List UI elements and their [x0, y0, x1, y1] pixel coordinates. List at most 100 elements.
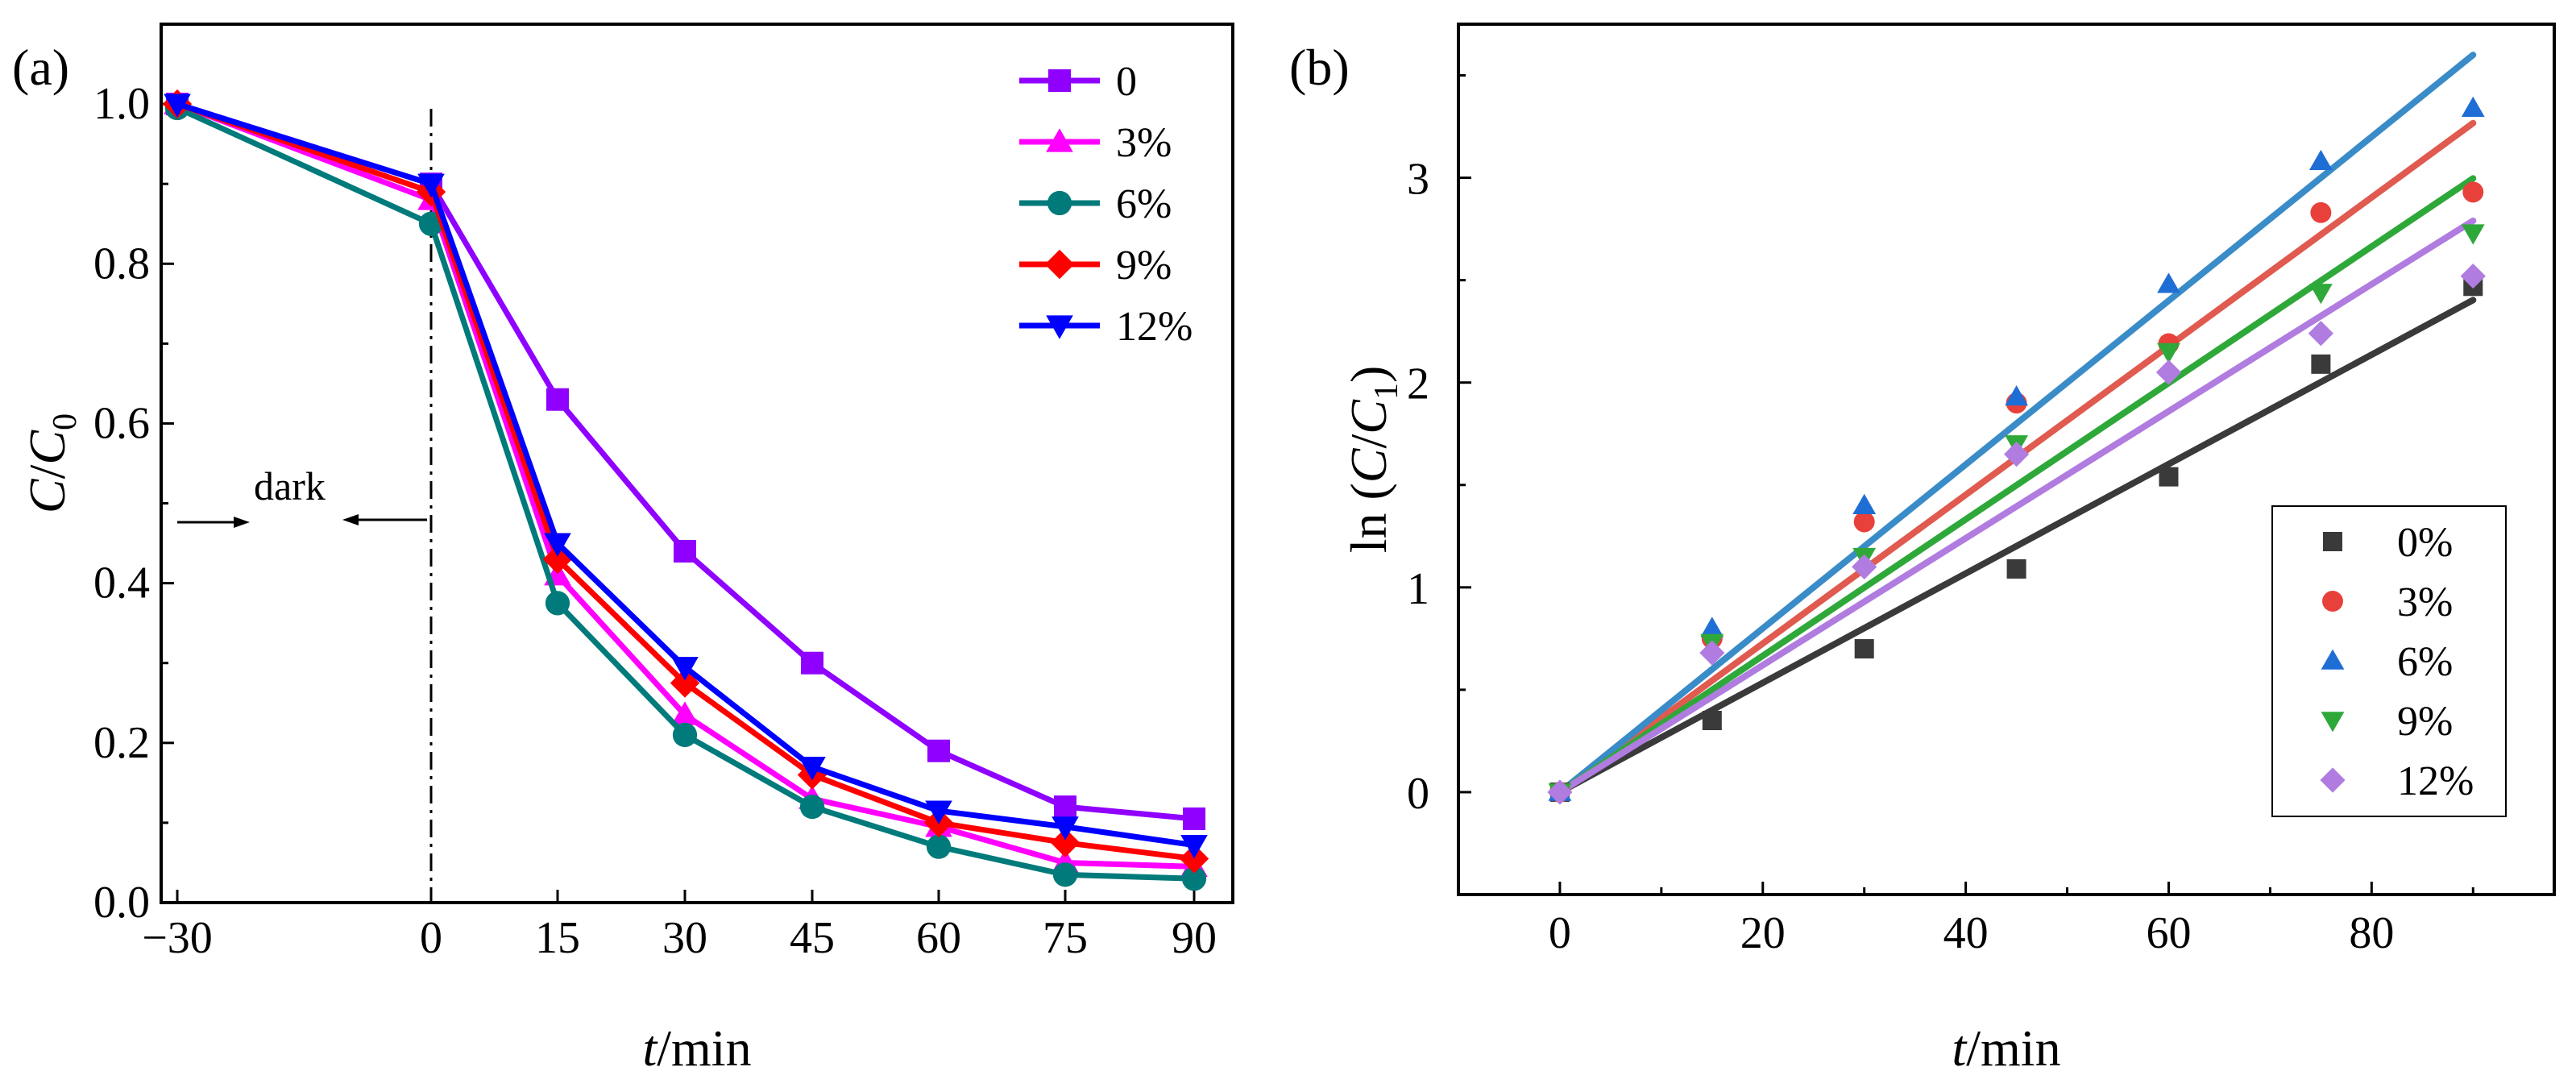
x-tick-label: 0	[1549, 908, 1571, 958]
legend-marker	[1046, 315, 1073, 339]
data-point	[1180, 835, 1208, 859]
legend-label: 9%	[1116, 243, 1172, 289]
panel-b-y-axis-label: ln (C/C1)	[1340, 366, 1405, 554]
data-point	[2462, 181, 2484, 203]
data-point	[1052, 862, 1078, 887]
panel-a-frame	[160, 23, 1234, 904]
series-line	[176, 101, 1195, 822]
x-tick-label: 20	[1740, 908, 1786, 958]
x-tick-label: 60	[916, 913, 961, 963]
data-point	[2005, 385, 2028, 406]
panel-b-series	[1547, 96, 2486, 805]
panel-b-label: (b)	[1289, 39, 1350, 96]
fit-line	[1556, 175, 2477, 795]
fit-line	[1556, 217, 2477, 795]
data-point	[2308, 321, 2333, 347]
data-point	[1700, 617, 1724, 637]
x-tick-label: 15	[535, 913, 580, 963]
legend-label: 3%	[1116, 120, 1172, 166]
data-point	[2308, 284, 2333, 305]
x-tick-label: 0	[420, 913, 442, 963]
data-point	[1699, 640, 1725, 666]
legend-marker	[2320, 767, 2346, 793]
data-point	[671, 657, 699, 681]
legend-label: 9%	[2397, 699, 2453, 745]
y-tick-label: 0.6	[93, 398, 150, 448]
y-tick-label: 0.8	[93, 239, 150, 289]
data-point	[1547, 779, 1573, 805]
data-point	[2311, 354, 2331, 374]
legend-label: 6%	[2397, 639, 2453, 685]
data-point	[799, 794, 825, 820]
panel-b-frame	[1457, 23, 2556, 896]
legend-label: 0	[1116, 59, 1137, 105]
legend-marker	[1044, 249, 1075, 280]
x-tick-label: 30	[662, 913, 707, 963]
panel-b-legend: 0% 3% 6% 9% 12%	[2271, 505, 2507, 817]
y-tick-label: 0.0	[93, 878, 150, 928]
legend-label: 0%	[2397, 520, 2453, 566]
y-tick-label: 0.4	[93, 558, 150, 608]
data-point	[672, 722, 698, 748]
panel-a-ticks: −30 0 15 30 45 60 75 90 0.0 0.2 0.4 0.6 0.8 1.0	[93, 79, 1217, 963]
dark-arrowhead-left	[234, 517, 250, 528]
data-point	[1050, 828, 1081, 857]
data-point	[799, 756, 826, 781]
legend-marker	[1048, 69, 1071, 92]
panel-a-series	[162, 89, 1209, 891]
x-tick-label: 40	[1943, 908, 1989, 958]
x-tick-label: 60	[2146, 908, 2191, 958]
data-point	[2159, 467, 2179, 487]
data-point	[1702, 711, 1722, 730]
panel-b-ticks: 0 20 40 60 80 0 1 2 3	[1407, 74, 2474, 958]
data-point	[1852, 493, 1877, 514]
x-tick-label: 45	[790, 913, 835, 963]
series-line	[176, 101, 1195, 870]
legend-marker	[1047, 190, 1072, 216]
y-tick-label: 1.0	[93, 79, 150, 129]
data-point	[2461, 224, 2485, 245]
data-point	[2308, 149, 2333, 171]
series-line	[176, 105, 1195, 882]
data-point	[2155, 359, 2182, 385]
data-point	[1054, 795, 1076, 819]
data-point	[674, 540, 696, 563]
data-point	[417, 173, 445, 197]
data-point	[925, 800, 952, 824]
x-tick-label: 80	[2349, 908, 2394, 958]
panel-b-x-axis-label: t/min	[1952, 1019, 2060, 1077]
fit-line	[1556, 297, 2477, 795]
data-point	[801, 651, 823, 675]
data-point	[2006, 558, 2026, 579]
legend-label: 12%	[2397, 758, 2474, 804]
legend-marker	[2323, 532, 2342, 551]
data-point	[1179, 844, 1209, 874]
legend-marker	[2322, 591, 2343, 612]
dark-arrowhead-right	[342, 514, 359, 525]
data-point	[1852, 554, 1877, 580]
legend-label: 12%	[1116, 304, 1193, 350]
panel-a: (a) −30 0 15 30 45 60 75 90 0.0 0.2 0.4 0.6 0.8 1.0 d…	[12, 23, 1234, 1077]
data-point	[2461, 96, 2485, 117]
data-point	[927, 739, 950, 762]
data-point	[546, 388, 569, 411]
series-12pct	[1547, 263, 2486, 805]
data-point	[545, 591, 570, 616]
y-tick-label: 2	[1407, 359, 1429, 409]
data-point	[2003, 442, 2030, 467]
data-point	[671, 701, 699, 725]
data-point	[2157, 272, 2180, 293]
panel-a-legend: 0 3% 6% 9% 12%	[1019, 59, 1193, 350]
series-line	[176, 101, 1195, 862]
legend-marker	[1046, 128, 1073, 152]
y-tick-label: 1	[1407, 564, 1429, 614]
data-point	[1854, 639, 1874, 659]
legend-label: 3%	[2397, 579, 2453, 625]
legend-marker	[2321, 712, 2345, 733]
dark-annotation: dark	[177, 109, 433, 903]
dark-label: dark	[254, 463, 326, 509]
panel-a-label: (a)	[12, 39, 69, 96]
data-point	[1853, 511, 1875, 533]
